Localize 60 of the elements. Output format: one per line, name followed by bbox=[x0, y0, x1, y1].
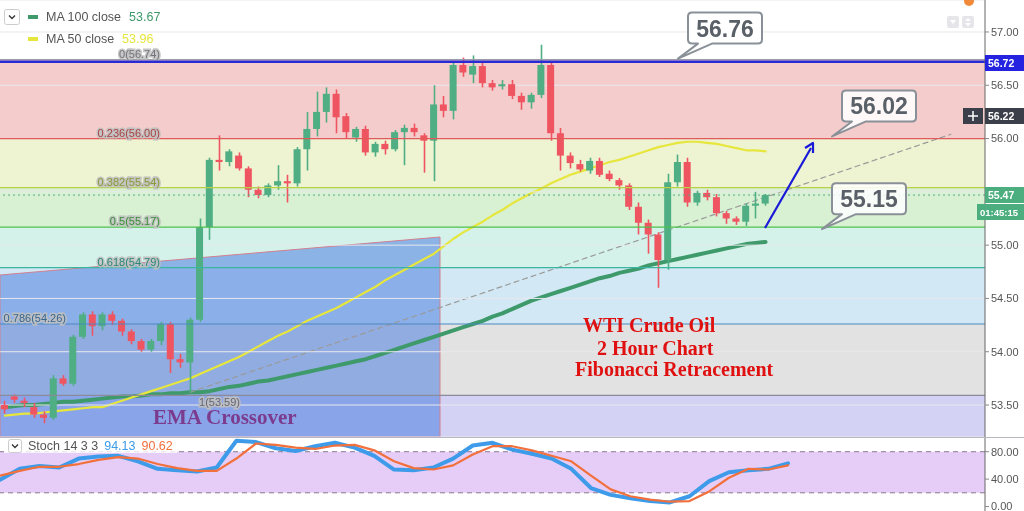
candlestick bbox=[595, 156, 603, 178]
y-tick-label: 54.50 bbox=[991, 292, 1019, 305]
ref-line-label: 0.382(55.54) bbox=[97, 175, 160, 188]
candlestick bbox=[673, 153, 681, 188]
candlestick bbox=[322, 86, 330, 124]
candlestick bbox=[439, 95, 447, 119]
candlestick bbox=[244, 165, 252, 198]
candlestick bbox=[342, 112, 350, 140]
y-tick-label: 56.50 bbox=[991, 79, 1019, 92]
candlestick bbox=[469, 54, 477, 84]
candlestick bbox=[625, 182, 633, 211]
y-tick-label: 53.50 bbox=[991, 398, 1019, 411]
annotation: Fibonacci Retracement bbox=[575, 358, 774, 380]
annotation: 55.15 bbox=[840, 186, 898, 213]
candlestick bbox=[459, 56, 467, 78]
y-tick-label: 57.00 bbox=[991, 25, 1019, 38]
series-label: 90.62 bbox=[141, 439, 173, 453]
candlestick bbox=[634, 201, 642, 236]
candlestick bbox=[283, 174, 291, 204]
candlestick bbox=[215, 134, 223, 172]
annotation: 56.76 bbox=[696, 15, 754, 42]
ref-line-label: 0(56.74) bbox=[119, 47, 160, 60]
candlestick bbox=[274, 164, 282, 191]
ref-line-label: 0.618(54.79) bbox=[97, 255, 160, 268]
annotation: 53.67 bbox=[129, 10, 161, 24]
y-tick-label: 56.00 bbox=[991, 132, 1019, 145]
legend-title: Stoch 14 3 3 bbox=[28, 439, 99, 453]
y-tick-label: 80.00 bbox=[991, 445, 1019, 458]
ref-line-label: 0.5(55.17) bbox=[109, 215, 160, 228]
candlestick bbox=[478, 61, 486, 89]
legend-label: MA 50 close bbox=[46, 32, 115, 46]
y-tick-label: 54.00 bbox=[991, 345, 1019, 358]
candlestick bbox=[235, 151, 243, 172]
text: 2 Hour Chart bbox=[597, 337, 714, 359]
candlestick bbox=[400, 123, 408, 167]
candlestick bbox=[712, 193, 720, 218]
ref-line-label: 0.786(54.26) bbox=[3, 312, 66, 325]
candlestick bbox=[556, 127, 564, 172]
candlestick bbox=[303, 111, 311, 172]
annotation: 01:45:15 bbox=[980, 207, 1019, 218]
annotation: 56.02 bbox=[850, 93, 908, 120]
y-tick-label: 0.00 bbox=[991, 500, 1013, 511]
text: WTI Crude Oil bbox=[583, 314, 716, 336]
text: 56.72 bbox=[988, 57, 1015, 69]
candlestick bbox=[313, 90, 321, 138]
candlestick bbox=[157, 321, 165, 347]
candlestick bbox=[742, 202, 750, 227]
series-label: 94.13 bbox=[104, 439, 136, 453]
candlestick bbox=[361, 124, 369, 157]
candlestick bbox=[332, 88, 340, 135]
text: 56.22 bbox=[988, 110, 1015, 122]
legend-label: MA 100 close bbox=[46, 10, 122, 24]
candlestick bbox=[420, 132, 428, 174]
ref-line-label: 0.236(56.00) bbox=[97, 126, 160, 139]
text: 55.47 bbox=[988, 189, 1015, 201]
y-tick-label: 40.00 bbox=[991, 473, 1019, 486]
candlestick bbox=[79, 311, 87, 340]
y-tick-label: 55.00 bbox=[991, 239, 1019, 252]
candlestick bbox=[508, 79, 516, 100]
annotation: 53.96 bbox=[122, 32, 154, 46]
